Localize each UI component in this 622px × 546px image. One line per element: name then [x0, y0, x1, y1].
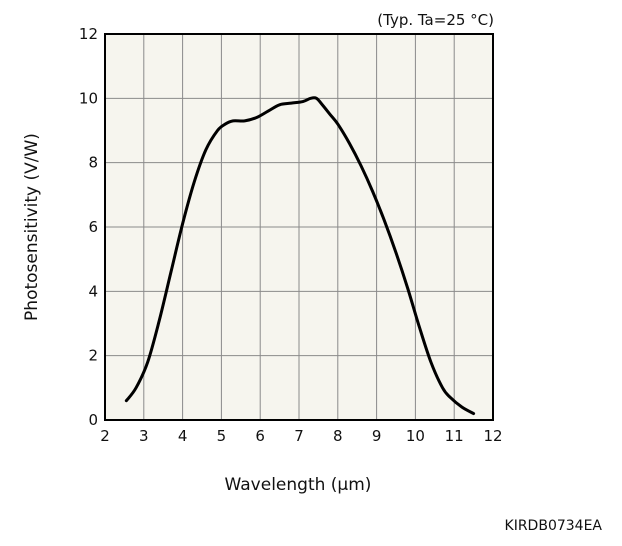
y-tick-label: 12: [79, 25, 98, 43]
x-tick-label: 9: [372, 427, 382, 445]
photosensitivity-curve: [124, 96, 476, 416]
x-tick-labels: 2 3 4 5 6 7 8 9 10 11 12: [100, 427, 502, 445]
x-tick-label: 10: [406, 427, 425, 445]
x-tick-label: 8: [333, 427, 343, 445]
plot-frame: [104, 33, 494, 421]
x-tick-label: 4: [178, 427, 188, 445]
y-tick-label: 6: [88, 218, 98, 236]
x-tick-label: 3: [139, 427, 149, 445]
y-axis-title: Photosensitivity (V/W): [22, 133, 42, 321]
y-tick-label: 2: [88, 347, 98, 365]
y-tick-label: 10: [79, 89, 98, 107]
condition-note: (Typ. Ta=25 °C): [377, 11, 494, 29]
x-tick-label: 7: [294, 427, 304, 445]
x-tick-label: 6: [255, 427, 265, 445]
y-tick-labels: 0 2 4 6 8 10 12: [79, 25, 98, 429]
x-tick-label: 12: [483, 427, 502, 445]
y-tick-label: 0: [88, 411, 98, 429]
x-tick-label: 2: [100, 427, 110, 445]
x-tick-label: 11: [445, 427, 464, 445]
y-tick-label: 8: [88, 154, 98, 172]
y-tick-label: 4: [88, 282, 98, 300]
x-tick-label: 5: [217, 427, 227, 445]
x-axis-title: Wavelength (μm): [225, 475, 372, 495]
document-code: KIRDB0734EA: [505, 518, 603, 534]
